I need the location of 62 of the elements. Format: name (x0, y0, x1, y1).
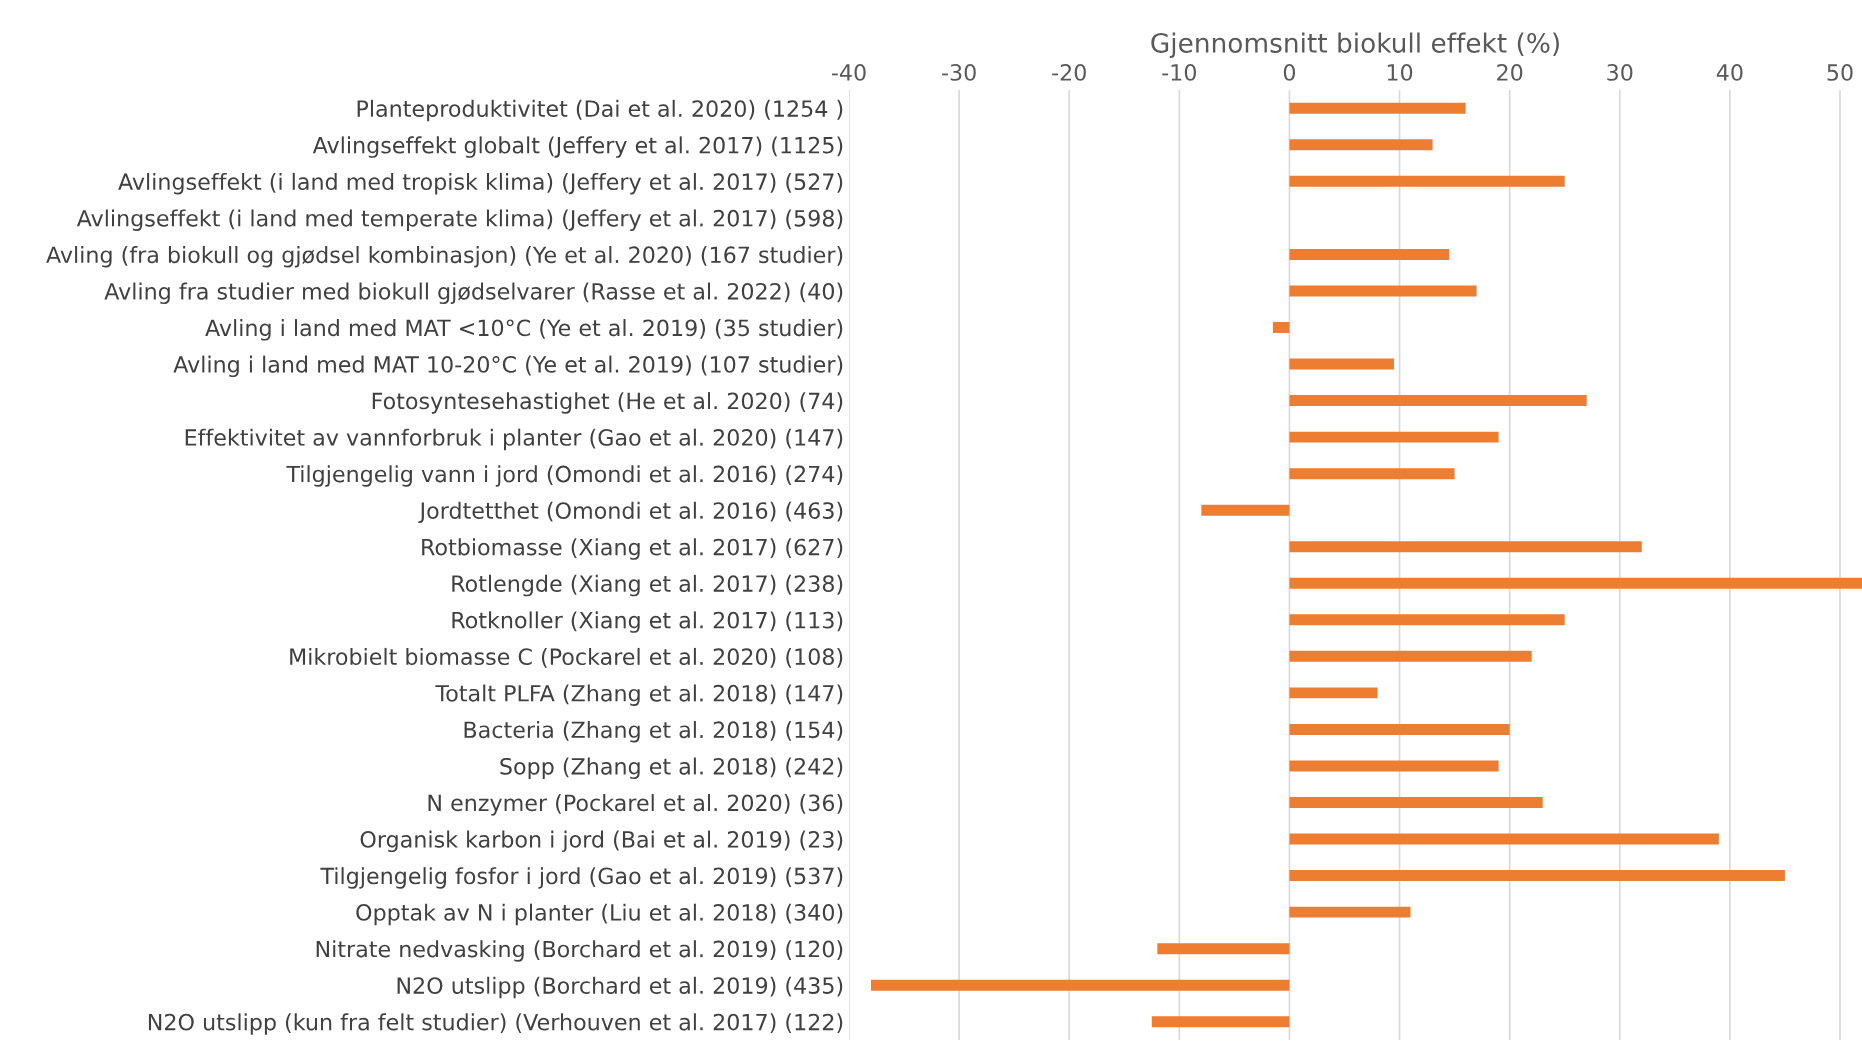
x-tick-label: -10 (1162, 64, 1196, 81)
bar (1289, 870, 1785, 882)
bar (1289, 723, 1510, 735)
x-tick-label: 30 (1607, 64, 1633, 81)
y-tick-label: Avlingseffekt (i land med tropisk klima) (Jeffery et al. 2017) (527) (118, 172, 843, 195)
y-tick-label: Avling i land med MAT 10-20°C (Ye et al. 2019) (107 studier) (173, 355, 843, 378)
bar (1289, 468, 1455, 480)
y-tick-label: Planteproduktivitet (Dai et al. 2020) (1254 ) (357, 99, 843, 122)
bar (1151, 1016, 1290, 1028)
y-tick-label: Avlingseffekt globalt (Jeffery et al. 2017) (1125) (312, 136, 843, 158)
bar (1201, 504, 1290, 516)
y-tick-label: Effektivitet av vannforbruk i planter (Gao et al. 2020) (147) (185, 428, 843, 451)
x-tick-label: 10 (1387, 64, 1413, 81)
bar (1289, 577, 1862, 589)
y-tick-label: Nitrate nedvasking (Borchard et al. 2019) (120) (316, 940, 843, 962)
x-tick-label: -20 (1052, 64, 1086, 81)
bar (1289, 395, 1587, 407)
bar (1289, 833, 1719, 845)
x-tick-label: -40 (831, 64, 866, 81)
bar (1289, 760, 1499, 772)
y-tick-label: N2O utslipp (Borchard et al. 2019) (435) (397, 976, 843, 999)
x-tick-label: 40 (1716, 64, 1743, 81)
x-tick-label: 20 (1497, 64, 1523, 81)
x-tick-label: 50 (1827, 64, 1853, 81)
y-tick-label: Jordtetthet (Omondi et al. 2016) (463) (418, 501, 843, 524)
y-tick-label: Tilgjengelig fosfor i jord (Gao et al. 2019) (537) (320, 867, 843, 889)
bar (1289, 906, 1411, 918)
y-tick-label: Fotosyntesehastighet (He et al. 2020) (74) (372, 392, 843, 414)
y-tick-label: Bacteria (Zhang et al. 2018) (154) (464, 720, 843, 743)
y-tick-label: Sopp (Zhang et al. 2018) (242) (500, 757, 843, 780)
y-tick-label: Rotbiomasse (Xiang et al. 2017) (627) (422, 538, 843, 560)
x-tick-label: 0 (1283, 64, 1296, 81)
y-tick-label: Tilgjengelig vann i jord (Omondi et al. 2016) (274) (286, 465, 843, 487)
bar (1272, 322, 1290, 333)
bar (1289, 285, 1477, 297)
y-tick-label: Totalt PLFA (Zhang et al. 2018) (147) (435, 684, 843, 706)
y-tick-label: Avling fra studier med biokull gjødselvarer (Rasse et al. 2022) (40) (104, 282, 843, 305)
y-tick-label: N enzymer (Pockarel et al. 2020) (36) (428, 794, 843, 816)
y-tick-label: Avlingseffekt (i land med temperate klima) (Jeffery et al. 2017) (598) (76, 209, 843, 231)
bar (1289, 139, 1433, 151)
y-tick-label: Mikrobielt biomasse C (Pockarel et al. 2020) (108) (290, 647, 843, 668)
y-tick-label: N2O utslipp (kun fra felt studier) (Verhouven et al. 2017) (122) (148, 1013, 843, 1035)
bar (1157, 943, 1290, 955)
y-tick-label: Organisk karbon i jord (Bai et al. 2019) (23) (360, 830, 843, 853)
y-tick-label: Rotlengde (Xiang et al. 2017) (238) (452, 574, 843, 597)
y-tick-label: Opptak av N i planter (Liu et al. 2018) (340) (356, 903, 843, 926)
bar (1289, 431, 1499, 443)
bar (1289, 175, 1565, 187)
y-tick-label: Avling i land med MAT <10°C (Ye et al. 2019) (35 studier) (205, 319, 843, 341)
bar (1289, 102, 1466, 114)
bar (1289, 614, 1565, 626)
bar (1289, 248, 1450, 260)
bar (1289, 650, 1532, 662)
bar (1289, 358, 1395, 370)
y-tick-label: Avling (fra biokull og gjødsel kombinasjon) (Ye et al. 2020) (167 studier) (46, 245, 843, 268)
x-tick-label: -30 (942, 64, 976, 81)
bar (871, 979, 1290, 991)
x-axis-title: Gjennomsnitt biokull effekt (%) (1151, 32, 1559, 59)
bar (1289, 687, 1378, 699)
bar (1289, 797, 1543, 808)
y-tick-label: Rotknoller (Xiang et al. 2017) (113) (452, 611, 843, 633)
bar (1289, 541, 1642, 553)
